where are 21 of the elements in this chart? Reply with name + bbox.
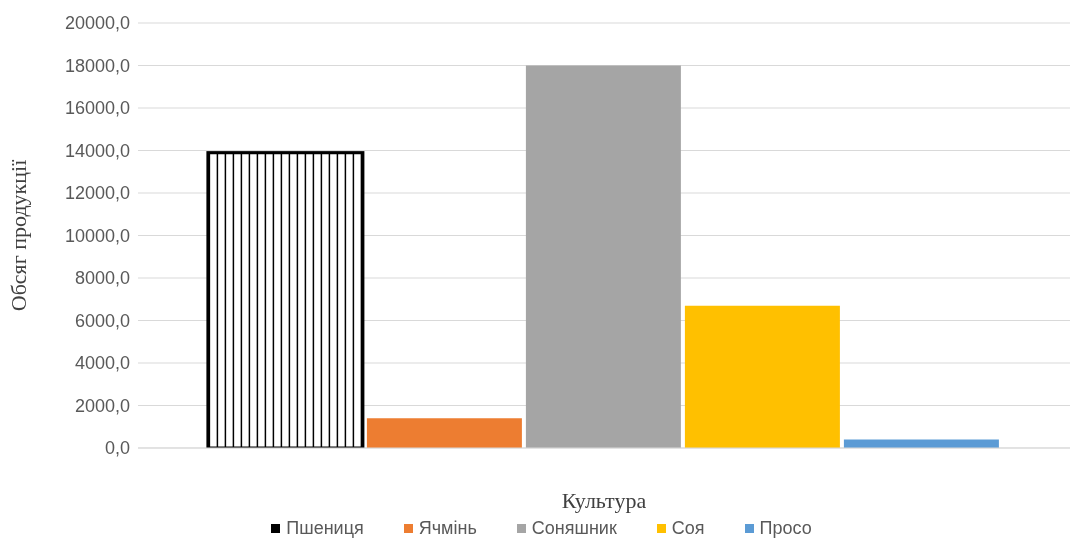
legend-label: Просо bbox=[759, 518, 812, 539]
y-tick-label: 6000,0 bbox=[74, 310, 130, 331]
y-tick-label: 16000,0 bbox=[64, 98, 130, 119]
y-tick-label: 14000,0 bbox=[64, 140, 130, 161]
y-tick-label: 12000,0 bbox=[64, 183, 130, 204]
legend-label: Соняшник bbox=[531, 518, 617, 539]
x-axis-title: Культура bbox=[561, 488, 647, 513]
y-tick-label: 18000,0 bbox=[64, 55, 130, 76]
y-tick-label: 10000,0 bbox=[64, 225, 130, 246]
legend-label: Соя bbox=[671, 518, 705, 539]
y-tick-label: 0,0 bbox=[104, 438, 130, 459]
bar bbox=[684, 305, 840, 448]
legend-label: Ячмінь bbox=[418, 518, 477, 539]
y-tick-label: 8000,0 bbox=[74, 268, 130, 289]
y-tick-label: 4000,0 bbox=[74, 353, 130, 374]
bar bbox=[366, 418, 522, 448]
y-axis-title: Обсяг продукції bbox=[5, 158, 31, 312]
y-tick-label: 20000,0 bbox=[64, 13, 130, 34]
bar bbox=[525, 65, 681, 448]
legend-label: Пшениця bbox=[286, 518, 364, 539]
y-tick-label: 2000,0 bbox=[74, 395, 130, 416]
